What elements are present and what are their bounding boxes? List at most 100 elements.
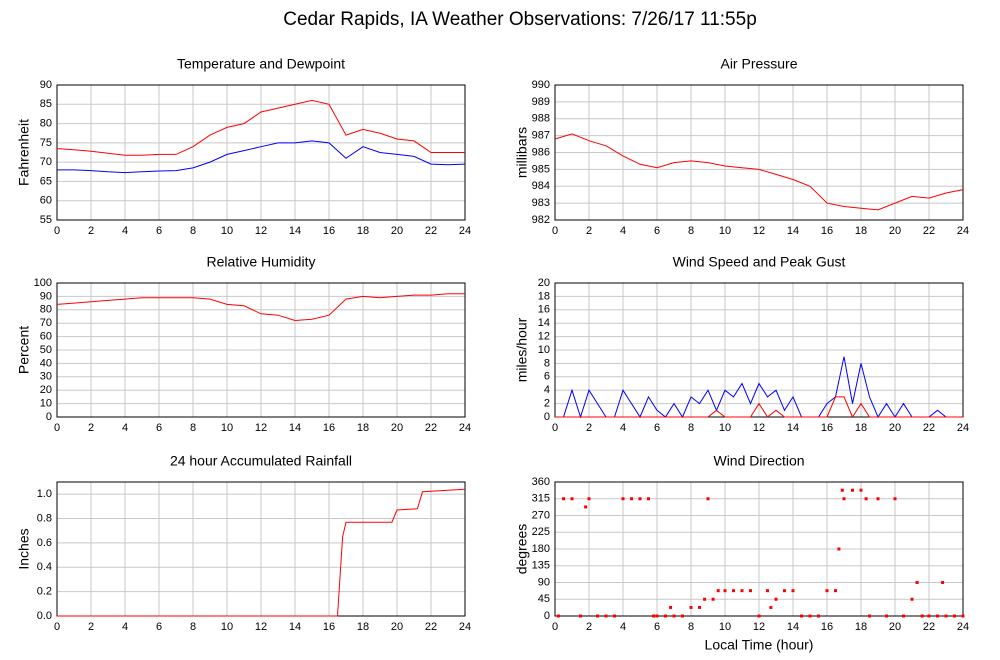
x-tick-label: 20 bbox=[889, 621, 901, 633]
y-tick-label: 45 bbox=[538, 593, 550, 605]
x-tick-label: 18 bbox=[855, 225, 867, 237]
y-tick-label: 315 bbox=[532, 493, 550, 505]
x-tick-label: 8 bbox=[688, 422, 694, 434]
y-tick-label: 20 bbox=[40, 384, 52, 396]
x-tick-label: 14 bbox=[787, 422, 799, 434]
x-tick-label: 2 bbox=[88, 225, 94, 237]
x-tick-label: 4 bbox=[122, 225, 128, 237]
series-line bbox=[56, 293, 465, 322]
point bbox=[652, 614, 656, 618]
y-tick-label: 0.6 bbox=[37, 537, 52, 549]
x-tick-label: 6 bbox=[654, 225, 660, 237]
x-tick-label: 14 bbox=[787, 225, 799, 237]
x-tick-label: 4 bbox=[620, 422, 626, 434]
x-tick-label: 6 bbox=[156, 225, 162, 237]
x-tick-label: 12 bbox=[753, 621, 765, 633]
point bbox=[740, 589, 744, 593]
x-tick-label: 12 bbox=[255, 422, 267, 434]
x-tick-label: 10 bbox=[221, 621, 233, 633]
y-tick-label: 10 bbox=[538, 344, 550, 356]
point bbox=[579, 614, 582, 618]
point bbox=[864, 497, 868, 501]
x-tick-label: 8 bbox=[190, 422, 196, 434]
point bbox=[800, 614, 803, 618]
x-tick-label: 6 bbox=[654, 621, 660, 633]
point bbox=[902, 614, 905, 618]
y-tick-label: 0.8 bbox=[37, 512, 52, 524]
x-tick-label: 24 bbox=[957, 621, 969, 633]
x-tick-label: 2 bbox=[88, 621, 94, 633]
point bbox=[711, 597, 715, 601]
series-line bbox=[57, 140, 466, 174]
point bbox=[664, 614, 667, 618]
x-tick-label: 20 bbox=[391, 422, 403, 434]
point bbox=[927, 614, 931, 618]
x-tick-label: 24 bbox=[957, 422, 969, 434]
point bbox=[716, 589, 720, 593]
x-tick-label: 4 bbox=[620, 621, 626, 633]
x-tick-label: 4 bbox=[620, 225, 626, 237]
point bbox=[706, 497, 710, 501]
subplot-title: 24 hour Accumulated Rainfall bbox=[170, 453, 352, 469]
point bbox=[757, 614, 761, 618]
y-tick-label: 8 bbox=[544, 357, 550, 369]
x-tick-label: 2 bbox=[88, 422, 94, 434]
x-tick-label: 22 bbox=[923, 621, 935, 633]
x-tick-label: 20 bbox=[391, 225, 403, 237]
point bbox=[817, 614, 820, 618]
y-tick-label: 16 bbox=[538, 304, 550, 316]
point bbox=[604, 614, 608, 618]
x-tick-label: 6 bbox=[156, 621, 162, 633]
x-tick-label: 20 bbox=[391, 621, 403, 633]
y-tick-label: 60 bbox=[40, 331, 52, 343]
point bbox=[596, 614, 599, 618]
x-tick-label: 12 bbox=[255, 225, 267, 237]
x-tick-label: 8 bbox=[688, 621, 694, 633]
x-tick-label: 16 bbox=[323, 621, 335, 633]
y-tick-label: 100 bbox=[34, 277, 52, 289]
y-tick-label: 1.0 bbox=[37, 488, 52, 500]
y-tick-label: 0 bbox=[544, 411, 550, 423]
y-tick-label: 85 bbox=[40, 98, 52, 110]
x-tick-label: 8 bbox=[190, 621, 196, 633]
point bbox=[698, 605, 701, 609]
point bbox=[825, 589, 829, 593]
x-tick-label: 0 bbox=[552, 422, 558, 434]
point bbox=[910, 597, 914, 601]
x-tick-label: 22 bbox=[425, 225, 437, 237]
point bbox=[953, 614, 956, 618]
point bbox=[808, 614, 812, 618]
y-tick-label: 989 bbox=[532, 96, 550, 108]
point bbox=[961, 614, 965, 618]
x-tick-label: 16 bbox=[821, 621, 833, 633]
x-tick-label: 8 bbox=[688, 225, 694, 237]
y-tick-label: 90 bbox=[40, 79, 52, 91]
y-tick-label: 50 bbox=[40, 344, 52, 356]
point bbox=[868, 614, 871, 618]
point bbox=[749, 589, 752, 593]
point bbox=[859, 488, 863, 492]
x-tick-label: 0 bbox=[552, 225, 558, 237]
x-tick-label: 0 bbox=[54, 621, 60, 633]
y-tick-label: 984 bbox=[532, 180, 550, 192]
y-tick-label: 0 bbox=[544, 610, 550, 622]
x-tick-label: 10 bbox=[719, 422, 731, 434]
point bbox=[851, 488, 854, 492]
y-tick-label: 988 bbox=[532, 113, 550, 125]
y-tick-label: 983 bbox=[532, 197, 550, 209]
point bbox=[783, 589, 786, 593]
y-tick-label: 90 bbox=[40, 290, 52, 302]
y-tick-label: 990 bbox=[532, 79, 550, 91]
y-axis-label: miles/hour bbox=[514, 317, 530, 382]
x-tick-label: 10 bbox=[719, 621, 731, 633]
point bbox=[584, 505, 588, 509]
series-line bbox=[56, 99, 465, 156]
point bbox=[681, 614, 684, 618]
x-tick-label: 4 bbox=[122, 621, 128, 633]
x-tick-label: 20 bbox=[889, 225, 901, 237]
y-tick-label: 60 bbox=[40, 195, 52, 207]
point bbox=[556, 614, 560, 618]
y-tick-label: 14 bbox=[538, 317, 550, 329]
point bbox=[915, 581, 919, 584]
